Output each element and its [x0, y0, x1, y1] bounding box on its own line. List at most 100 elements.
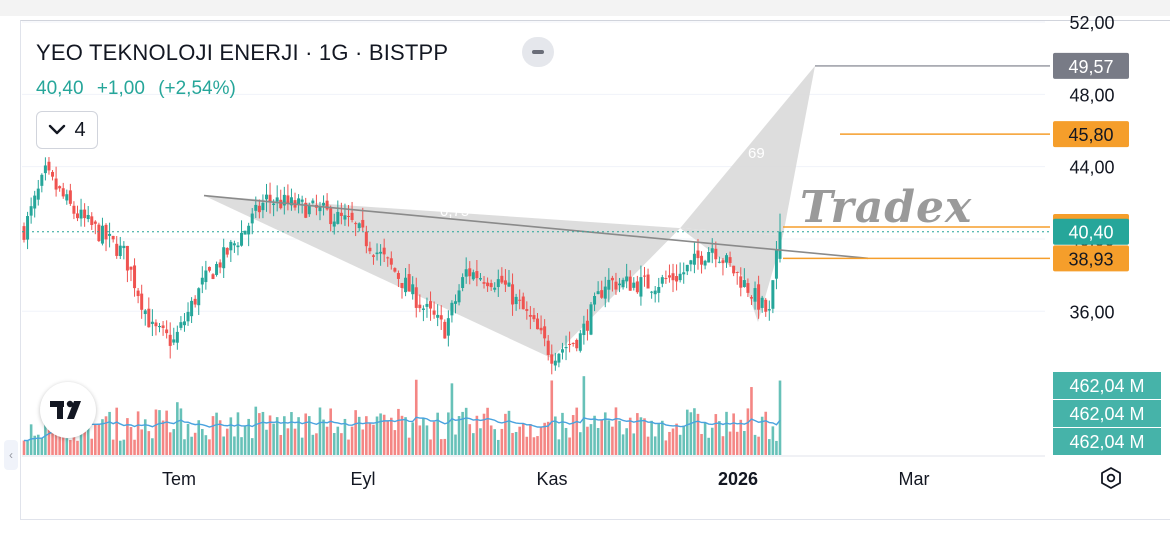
- candle-body: [386, 257, 390, 259]
- candle: [371, 254, 375, 265]
- candle-body: [653, 290, 657, 295]
- tradingview-logo[interactable]: [40, 382, 96, 438]
- candle-body: [229, 241, 233, 251]
- candle-body: [421, 308, 425, 310]
- candle-body: [54, 178, 58, 190]
- change-abs: +1,00: [96, 78, 145, 99]
- volume-bar: [411, 422, 414, 455]
- collapse-legend-button[interactable]: [522, 37, 554, 67]
- harmonic-pattern: 0,75 69: [204, 65, 815, 359]
- volume-bar: [554, 416, 557, 455]
- candle-body: [122, 245, 126, 249]
- candle-body: [79, 209, 83, 219]
- volume-bar: [279, 434, 283, 455]
- candle-body: [650, 291, 654, 293]
- candle: [229, 239, 233, 263]
- candle: [646, 268, 650, 289]
- indicators-toggle-button[interactable]: 4: [36, 111, 98, 149]
- candle-body: [532, 315, 536, 320]
- candle: [240, 220, 244, 247]
- candle: [86, 206, 90, 223]
- volume-bars: [22, 376, 782, 455]
- volume-bar: [561, 412, 564, 455]
- scroll-left-handle[interactable]: ‹: [4, 440, 18, 470]
- candle-body: [268, 194, 272, 202]
- candle-body: [446, 318, 450, 336]
- volume-bar: [646, 436, 650, 455]
- candle-body: [703, 260, 707, 266]
- candle: [111, 235, 115, 243]
- candle-body: [343, 215, 347, 220]
- candle-body: [400, 282, 404, 289]
- candle-body: [486, 282, 490, 287]
- candle: [450, 300, 454, 323]
- candle-body: [589, 304, 593, 335]
- candle-body: [61, 188, 65, 197]
- candle: [386, 256, 390, 267]
- volume-bar: [568, 437, 571, 455]
- price-label: 49,57: [1053, 52, 1129, 79]
- candle-body: [603, 286, 607, 299]
- candle: [714, 241, 718, 268]
- candle-body: [707, 252, 711, 263]
- volume-label: 462,04 M: [1053, 372, 1161, 399]
- volume-bar: [746, 408, 750, 455]
- candle-body: [140, 293, 144, 310]
- candle: [182, 313, 186, 332]
- candle: [22, 222, 26, 243]
- volume-bar: [496, 439, 500, 455]
- volume-label-text: 462,04 M: [1069, 432, 1144, 452]
- candle-body: [578, 333, 582, 351]
- volume-bar: [154, 409, 158, 455]
- candle-body: [172, 339, 176, 343]
- candle-body: [347, 215, 351, 217]
- candle: [368, 241, 372, 255]
- candle: [289, 188, 293, 211]
- candle-body: [243, 230, 247, 235]
- candle: [414, 277, 418, 318]
- candle-body: [725, 255, 729, 263]
- candle: [607, 268, 611, 303]
- candle: [193, 295, 197, 308]
- candle-body: [471, 272, 475, 280]
- volume-bar: [447, 412, 450, 455]
- candle-body: [689, 260, 693, 265]
- candle: [500, 267, 504, 285]
- candle-body: [489, 283, 493, 288]
- price-label: 40,40: [1053, 218, 1129, 245]
- candle: [764, 297, 768, 317]
- candle-body: [193, 298, 197, 305]
- candle: [104, 223, 108, 252]
- candle: [51, 170, 55, 181]
- volume-bar: [393, 430, 397, 455]
- candle-body: [575, 339, 579, 349]
- candle: [375, 243, 379, 261]
- candle-body: [236, 245, 240, 248]
- candle: [268, 182, 272, 214]
- candle-body: [190, 300, 194, 317]
- candle: [204, 260, 208, 290]
- candle: [343, 203, 347, 226]
- volume-bar: [721, 436, 725, 455]
- volume-bar: [176, 402, 179, 455]
- volume-bar: [186, 423, 190, 455]
- volume-bar: [347, 439, 350, 455]
- volume-bar: [151, 438, 154, 455]
- candle-body: [511, 284, 515, 305]
- candle: [703, 259, 707, 270]
- volume-bar: [593, 415, 596, 455]
- volume-bar: [94, 424, 97, 455]
- candle-body: [129, 266, 133, 270]
- candle: [393, 267, 397, 273]
- candle: [553, 352, 557, 371]
- volume-bar: [283, 416, 286, 455]
- volume-bar: [322, 419, 325, 455]
- volume-bar: [486, 407, 489, 455]
- volume-bar: [571, 415, 575, 455]
- candle-body: [682, 272, 686, 275]
- candle-body: [279, 199, 283, 209]
- candle-body: [632, 282, 636, 288]
- chart-settings-icon[interactable]: [1099, 466, 1123, 490]
- volume-bar: [575, 407, 579, 455]
